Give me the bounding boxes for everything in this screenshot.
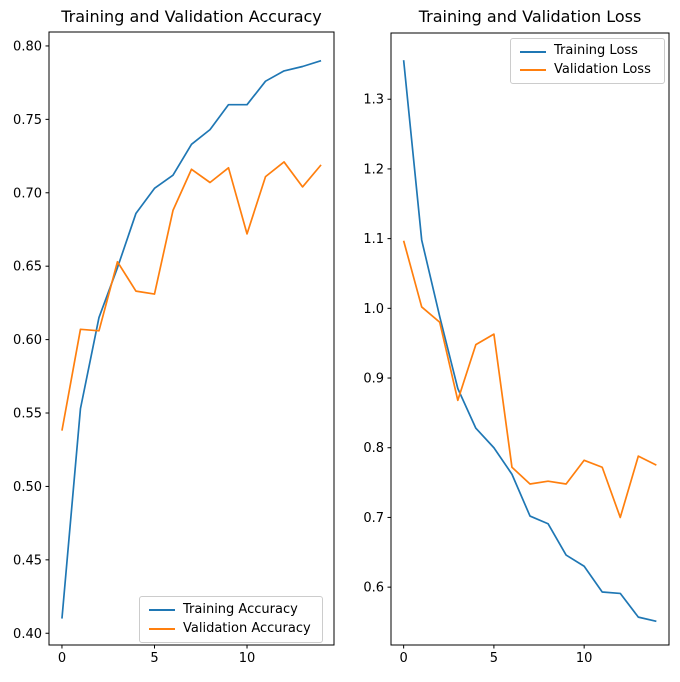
x-tick-label: 0	[58, 651, 66, 666]
y-tick-label: 0.40	[13, 627, 42, 642]
y-tick-label: 1.1	[363, 232, 384, 247]
loss-plot: 0.6 0.7 0.8 0.9 1.0 1.1 1.2 1.3 0 5 10	[363, 32, 670, 666]
y-tick-label: 0.8	[363, 441, 384, 456]
y-tick-label: 1.2	[363, 162, 384, 177]
y-tick-label: 0.60	[13, 333, 42, 348]
loss-plot-spines	[390, 32, 670, 646]
y-tick-label: 1.0	[363, 302, 384, 317]
validation-accuracy-line-swatch	[149, 627, 175, 630]
x-tick-label: 0	[399, 651, 407, 666]
y-tick-label: 0.70	[13, 186, 42, 201]
accuracy-legend: Training Accuracy Validation Accuracy	[139, 596, 323, 643]
training-loss-line-swatch	[520, 50, 546, 53]
y-tick-label: 0.75	[13, 113, 42, 128]
y-tick-label: 0.65	[13, 260, 42, 275]
x-tick-label: 10	[576, 651, 593, 666]
y-tick-label: 0.9	[363, 372, 384, 387]
legend-item-training-accuracy: Training Accuracy	[149, 601, 313, 618]
y-tick-label: 1.3	[363, 93, 384, 108]
y-tick-label: 0.80	[13, 39, 42, 54]
x-tick-label: 10	[239, 651, 256, 666]
x-tick-label: 5	[150, 651, 158, 666]
validation-accuracy-legend-label: Validation Accuracy	[183, 620, 311, 636]
training-loss-line	[402, 60, 657, 623]
training-loss-legend-label: Training Loss	[554, 43, 638, 59]
training-accuracy-legend-label: Training Accuracy	[183, 601, 298, 617]
y-tick-label: 0.45	[13, 553, 42, 568]
validation-loss-line	[402, 240, 657, 519]
loss-plot-title: Training and Validation Loss	[418, 7, 642, 26]
accuracy-plot-spines	[48, 31, 335, 646]
x-tick-label: 5	[490, 651, 498, 666]
training-accuracy-line	[61, 59, 322, 619]
legend-item-training-loss: Training Loss	[520, 43, 655, 59]
validation-loss-legend-label: Validation Loss	[554, 62, 651, 77]
loss-legend: Training Loss Validation Loss	[510, 38, 665, 84]
accuracy-plot-title: Training and Validation Accuracy	[61, 7, 322, 26]
training-accuracy-line-swatch	[149, 609, 175, 612]
y-tick-label: 0.7	[363, 511, 384, 526]
legend-item-validation-accuracy: Validation Accuracy	[149, 620, 313, 637]
validation-accuracy-line	[61, 161, 322, 431]
y-tick-label: 0.50	[13, 480, 42, 495]
y-tick-label: 0.55	[13, 407, 42, 422]
accuracy-plot: 0.40 0.45 0.50 0.55 0.60 0.65 0.70 0.75 0.80 0 5 10	[13, 31, 335, 666]
legend-item-validation-loss: Validation Loss	[520, 62, 655, 78]
validation-loss-line-swatch	[520, 69, 546, 72]
y-tick-label: 0.6	[363, 581, 384, 596]
